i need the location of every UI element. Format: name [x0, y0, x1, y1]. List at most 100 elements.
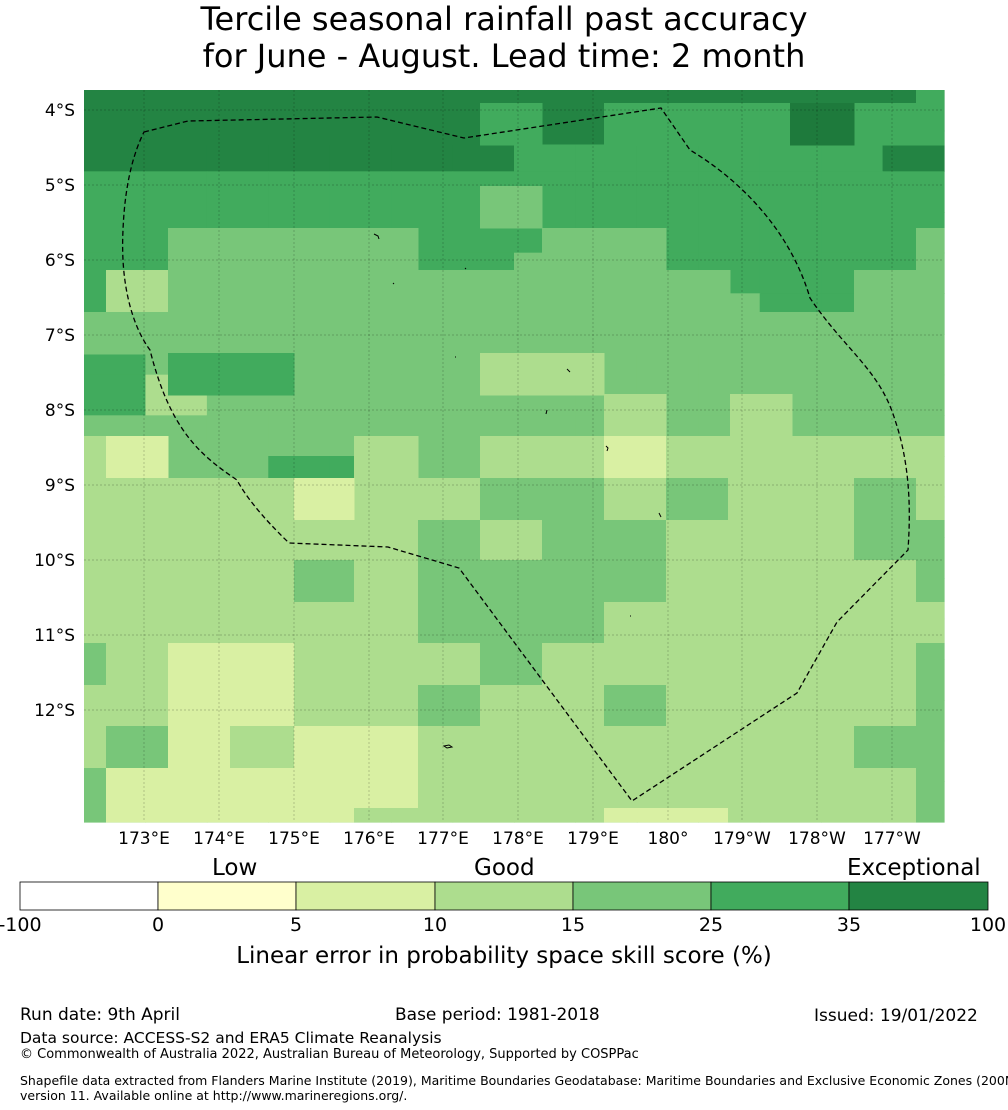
- skill-cell: [542, 643, 917, 686]
- skill-cell: [206, 415, 269, 457]
- latitude-label: 8°S: [45, 401, 75, 421]
- skill-cell: [418, 685, 481, 728]
- colorbar-tick: 100: [969, 914, 1007, 936]
- colorbar-segment: [157, 881, 297, 911]
- skill-cell: [882, 374, 945, 416]
- skill-cell: [698, 171, 761, 213]
- skill-cell: [916, 808, 945, 823]
- skill-cell: [480, 353, 605, 396]
- longitude-label: 175°E: [268, 829, 320, 849]
- skill-cell: [391, 171, 454, 213]
- colorbar-segment: [434, 881, 574, 911]
- latitude-label: 10°S: [34, 551, 75, 571]
- skill-cell: [84, 478, 481, 521]
- skill-cell: [84, 520, 419, 563]
- longitude-label: 178°E: [492, 829, 544, 849]
- skill-cell: [854, 103, 917, 146]
- run-date: Run date: 9th April: [20, 1005, 180, 1025]
- skill-cell: [354, 560, 419, 603]
- longitude-label: 173°E: [118, 829, 170, 849]
- skill-cell: [575, 171, 638, 213]
- skill-cell: [84, 312, 945, 355]
- copyright-notice: © Commonwealth of Australia 2022, Austra…: [20, 1047, 639, 1062]
- skill-cell: [84, 436, 107, 479]
- skill-cell: [106, 643, 169, 686]
- colorbar-tick: 35: [836, 914, 862, 936]
- skill-cell: [268, 415, 331, 457]
- colorbar-segment: [848, 881, 989, 911]
- skill-cell: [168, 228, 419, 271]
- skill-cell: [821, 374, 884, 416]
- shapefile-credit-line2: version 11. Available online at http://w…: [20, 1088, 408, 1103]
- data-source: Data source: ACCESS-S2 and ERA5 Climate …: [20, 1029, 442, 1047]
- skill-cell: [84, 768, 107, 811]
- skill-cell: [329, 171, 392, 213]
- skill-cell: [84, 374, 147, 416]
- skill-cell: [480, 186, 543, 229]
- skill-cell: [759, 212, 822, 254]
- skill-cell: [542, 520, 667, 563]
- skill-cell: [391, 374, 454, 416]
- skill-cell: [354, 808, 419, 823]
- skill-cell: [854, 726, 945, 769]
- skill-cell: [294, 478, 355, 521]
- colorbar-category-low: Low: [212, 855, 258, 881]
- longitude-label: 176°E: [343, 829, 395, 849]
- map-title-line2: for June - August. Lead time: 2 month: [202, 37, 806, 75]
- skill-cell: [480, 520, 543, 563]
- skill-cell: [294, 643, 481, 686]
- longitude-label: 174°E: [193, 829, 245, 849]
- skill-cell: [145, 171, 208, 213]
- colorbar-tick: -100: [0, 914, 42, 936]
- skill-cell: [666, 685, 917, 728]
- skill-cell: [480, 103, 543, 146]
- skill-cell: [604, 436, 667, 479]
- eez-boundary: [121, 107, 910, 802]
- skill-cell: [916, 685, 945, 728]
- skill-grid-cells: [84, 90, 945, 823]
- skill-cell: [418, 726, 855, 769]
- colorbar-label: Linear error in probability space skill …: [236, 943, 772, 969]
- skill-cell: [759, 252, 822, 294]
- longitude-label: 179°W: [713, 829, 771, 849]
- skill-cell: [206, 171, 269, 213]
- island-outlines: [373, 233, 662, 749]
- skill-cell: [106, 726, 169, 769]
- skill-cell: [854, 478, 917, 521]
- skill-cell: [84, 602, 419, 645]
- longitude-label: 178°W: [788, 829, 846, 849]
- skill-cell: [698, 212, 761, 254]
- skill-cell: [666, 520, 855, 563]
- skill-cell: [666, 560, 917, 603]
- shapefile-credit-line1: Shapefile data extracted from Flanders M…: [20, 1073, 1008, 1088]
- skill-cell: [106, 436, 169, 479]
- colorbar-segment: [572, 881, 712, 911]
- skill-cell: [480, 643, 543, 686]
- skill-cell: [268, 171, 331, 213]
- skill-cell: [882, 171, 945, 213]
- longitude-labels: 173°E 174°E 175°E 176°E 177°E 178°E 179°E 180° 1…: [118, 829, 921, 849]
- skill-cell: [84, 808, 107, 823]
- latitude-label: 6°S: [45, 251, 75, 271]
- skill-cell: [759, 171, 822, 213]
- skill-cell: [84, 560, 295, 603]
- colorbar-tick: 15: [560, 914, 586, 936]
- skill-cell: [666, 436, 945, 479]
- skill-cell: [480, 436, 605, 479]
- colorbar-tick: 5: [289, 914, 303, 936]
- skill-cell: [604, 478, 667, 521]
- skill-cell: [168, 353, 295, 396]
- skill-cell: [854, 270, 945, 313]
- latitude-labels: 4°S 5°S 6°S 7°S 8°S 9°S 10°S 11°S 12°S: [34, 101, 75, 721]
- skill-cell: [916, 228, 945, 271]
- skill-cell: [84, 212, 147, 254]
- skill-cell: [604, 394, 667, 437]
- skill-cell: [636, 171, 699, 213]
- skill-cell: [480, 478, 605, 521]
- latitude-label: 4°S: [45, 101, 75, 121]
- base-period: Base period: 1981-2018: [395, 1005, 600, 1025]
- skill-cell: [666, 478, 729, 521]
- skill-cell: [790, 103, 855, 146]
- skill-cell: [294, 560, 355, 603]
